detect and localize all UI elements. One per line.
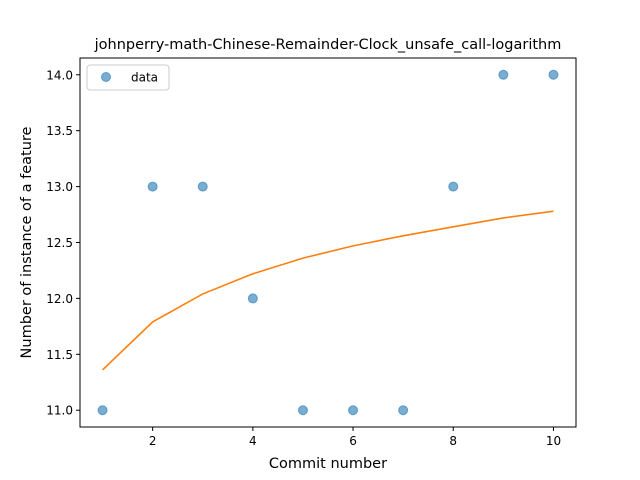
y-tick-label: 14.0	[46, 68, 73, 82]
plot-area	[80, 58, 576, 427]
data-point	[348, 405, 359, 416]
data-point	[247, 293, 258, 304]
data-point	[398, 405, 409, 416]
data-point	[197, 181, 208, 192]
plot-layer	[97, 69, 559, 416]
data-point	[498, 69, 509, 80]
axes-layer: 2 4 6 8 10 11.0 11.5 12.0 12.5 13.0 13.5 14.0	[46, 68, 561, 448]
data-point	[548, 69, 559, 80]
y-tick-label: 11.5	[46, 348, 73, 362]
chart-title: johnperry-math-Chinese-Remainder-Clock_u…	[94, 37, 562, 53]
legend: data	[86, 64, 170, 91]
x-tick-label: 10	[546, 434, 561, 448]
data-point	[97, 405, 108, 416]
x-tick-label: 4	[249, 434, 257, 448]
data-point	[448, 181, 459, 192]
x-tick-label: 2	[149, 434, 157, 448]
plot-frame	[79, 57, 577, 428]
legend-box	[86, 64, 170, 91]
y-tick-label: 13.5	[46, 124, 73, 138]
legend-label-data: data	[131, 71, 158, 85]
y-tick-label: 12.0	[46, 292, 73, 306]
y-tick-label: 12.5	[46, 236, 73, 250]
x-tick-label: 6	[349, 434, 357, 448]
data-point	[297, 405, 308, 416]
legend-marker-data	[101, 72, 111, 82]
x-tick-label: 8	[449, 434, 457, 448]
y-tick-label: 11.0	[46, 404, 73, 418]
y-axis-label: Number of instance of a feature	[19, 126, 35, 358]
y-tick-label: 13.0	[46, 180, 73, 194]
data-point	[147, 181, 158, 192]
fit-line	[101, 210, 554, 371]
x-axis-label: Commit number	[269, 456, 387, 472]
